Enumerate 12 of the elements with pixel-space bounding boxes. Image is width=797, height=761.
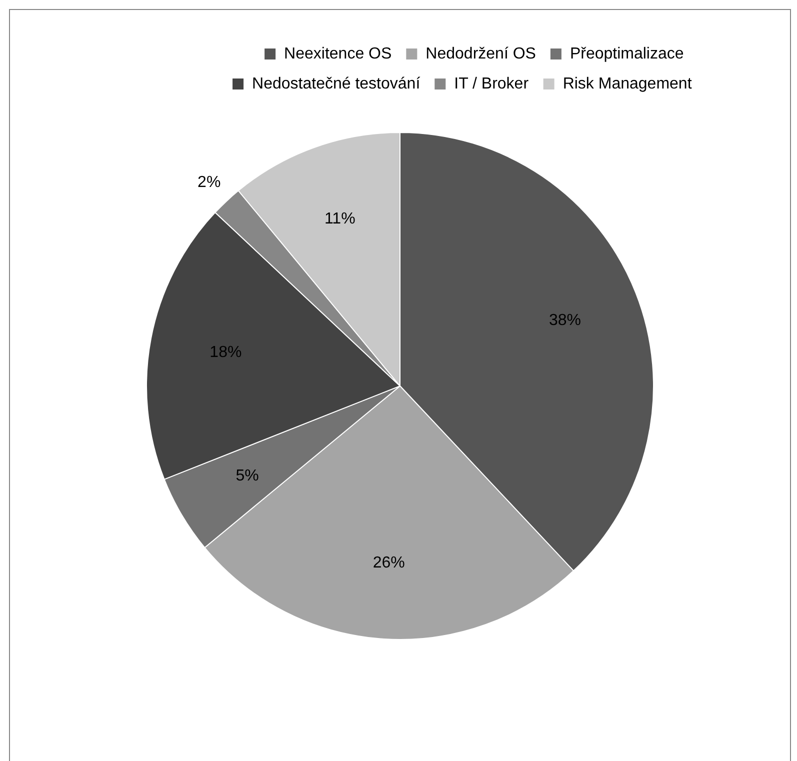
legend-label: Neexitence OS: [284, 45, 392, 62]
legend-label: Risk Management: [562, 75, 692, 92]
data-label: 2%: [198, 174, 221, 192]
data-label: 26%: [372, 554, 405, 572]
data-label: 5%: [236, 468, 259, 485]
legend-label: IT / Broker: [454, 75, 530, 92]
legend-label: Přeoptimalizace: [570, 45, 684, 62]
data-label: 18%: [210, 344, 242, 362]
legend-label: Nedostatečné testování: [252, 75, 421, 92]
data-label: 11%: [324, 210, 356, 228]
data-label: 38%: [548, 312, 582, 330]
legend-label: Nedodržení OS: [426, 45, 536, 62]
